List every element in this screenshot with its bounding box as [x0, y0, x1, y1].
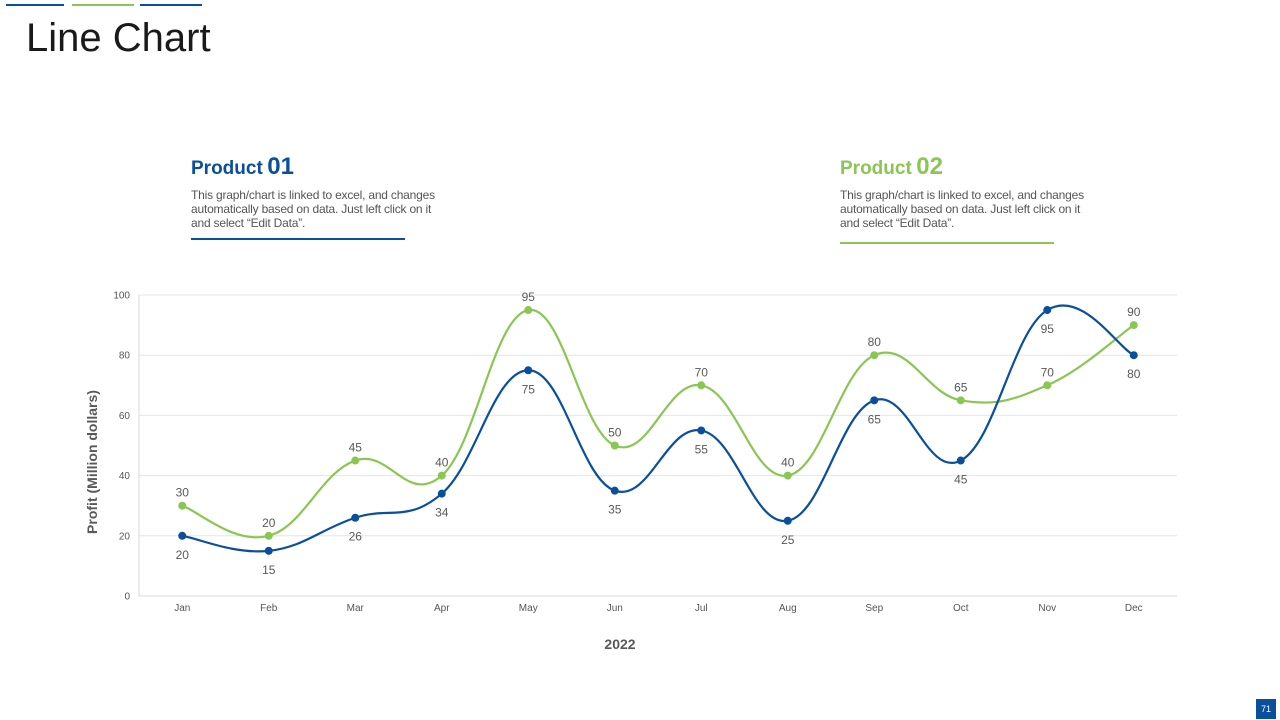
x-tick-label-dec: Dec: [1125, 603, 1143, 614]
series-2-point-jul: [697, 381, 706, 390]
page-number: 71: [1256, 699, 1276, 719]
series-1-label-feb: 15: [262, 563, 276, 577]
series-1-point-may: [524, 366, 533, 375]
series-1-label-sep: 65: [868, 412, 882, 426]
series-1-point-apr: [437, 489, 446, 498]
x-tick-label-mar: Mar: [347, 603, 365, 614]
top-accent-bar-1: [6, 4, 64, 6]
series-1-label-jul: 55: [695, 442, 709, 456]
series-2-label-jan: 30: [176, 486, 190, 500]
x-tick-label-jun: Jun: [607, 603, 623, 614]
series-1-label-may: 75: [522, 382, 536, 396]
series-2-label-oct: 65: [954, 380, 968, 394]
series-1-point-aug: [783, 516, 792, 525]
series-1-point-sep: [870, 396, 879, 405]
series-2-point-dec: [1129, 321, 1138, 330]
y-tick-label-40: 40: [119, 471, 131, 482]
x-tick-label-apr: Apr: [434, 603, 450, 614]
top-accent-bar-3: [140, 4, 202, 6]
x-tick-label-sep: Sep: [865, 603, 883, 614]
series-2-point-jun: [610, 441, 619, 450]
series-2-point-feb: [264, 531, 273, 540]
series-2-label-aug: 40: [781, 456, 795, 470]
product-01-card: Product 01 This graph/chart is linked to…: [191, 152, 436, 240]
top-accent-bar-2: [72, 4, 134, 6]
series-2-line: [181, 308, 1135, 539]
series-1-point-jul: [697, 426, 706, 435]
series-1-label-mar: 26: [349, 530, 363, 544]
x-tick-label-jan: Jan: [174, 603, 190, 614]
x-tick-label-feb: Feb: [260, 603, 278, 614]
product-02-card: Product 02 This graph/chart is linked to…: [840, 152, 1085, 244]
series-1-label-aug: 25: [781, 533, 795, 547]
series-2-label-mar: 45: [349, 441, 363, 455]
series-2-label-jul: 70: [695, 365, 709, 379]
series-1-label-jun: 35: [608, 503, 622, 517]
product-01-heading: Product 01: [191, 152, 436, 182]
x-tick-label-may: May: [519, 603, 538, 614]
series-2-label-sep: 80: [868, 335, 882, 349]
series-1-point-feb: [264, 546, 273, 555]
y-tick-label-100: 100: [113, 291, 130, 302]
series-1-point-nov: [1043, 306, 1052, 315]
y-tick-label-0: 0: [124, 592, 130, 603]
series-2-point-nov: [1043, 381, 1052, 390]
product-02-number: 02: [916, 153, 943, 180]
y-tick-label-60: 60: [119, 411, 131, 422]
x-tick-label-jul: Jul: [695, 603, 708, 614]
series-1-label-oct: 45: [954, 473, 968, 487]
x-tick-label-aug: Aug: [779, 603, 797, 614]
product-01-name: Product: [191, 158, 263, 179]
series-1-point-jan: [178, 531, 187, 540]
series-2-label-dec: 90: [1127, 305, 1141, 319]
series-2-point-mar: [351, 456, 360, 465]
series-1-label-jan: 20: [176, 548, 190, 562]
series-2-point-apr: [437, 471, 446, 480]
product-01-description: This graph/chart is linked to excel, and…: [191, 188, 435, 230]
series-2-label-apr: 40: [435, 456, 449, 470]
x-tick-label-nov: Nov: [1038, 603, 1056, 614]
series-1-label-apr: 34: [435, 506, 449, 520]
series-1-line: [182, 304, 1135, 553]
series-1-label-nov: 95: [1041, 322, 1055, 336]
series-2-point-jan: [178, 501, 187, 510]
y-axis-title: Profit (Million dollars): [84, 390, 100, 534]
series-1-point-oct: [956, 456, 965, 465]
series-2-point-sep: [870, 351, 879, 360]
x-tick-label-oct: Oct: [953, 603, 969, 614]
series-2-point-oct: [956, 396, 965, 405]
page-title: Line Chart: [26, 16, 211, 60]
series-2-label-jun: 50: [608, 426, 622, 440]
series-1-point-jun: [610, 486, 619, 495]
series-1-label-dec: 80: [1127, 367, 1141, 381]
product-02-underline: [840, 242, 1054, 244]
product-02-name: Product: [840, 158, 912, 179]
product-02-heading: Product 02: [840, 152, 1085, 182]
series-2-point-may: [524, 306, 533, 315]
series-1-point-dec: [1129, 351, 1138, 360]
series-2-label-nov: 70: [1041, 365, 1055, 379]
y-tick-label-80: 80: [119, 351, 131, 362]
product-01-underline: [191, 238, 405, 240]
series-2-label-feb: 20: [262, 516, 276, 530]
product-01-number: 01: [267, 153, 294, 180]
product-02-description: This graph/chart is linked to excel, and…: [840, 188, 1084, 230]
series-1-point-mar: [351, 513, 360, 522]
series-2-point-aug: [783, 471, 792, 480]
y-tick-label-20: 20: [119, 531, 131, 542]
series-2-label-may: 95: [522, 290, 536, 304]
x-axis-title: 2022: [604, 636, 635, 652]
